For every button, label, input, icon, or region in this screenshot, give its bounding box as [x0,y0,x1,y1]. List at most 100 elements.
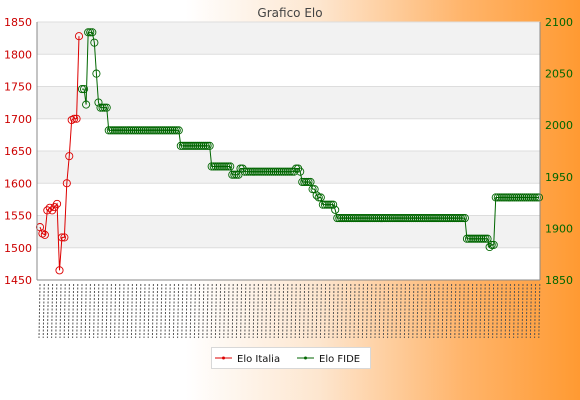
x-tick-label-mark [366,283,369,339]
data-point [263,167,272,176]
x-tick-label-mark [130,283,133,339]
data-point [43,206,52,215]
data-point [473,234,482,243]
x-tick-label-mark [206,283,209,339]
data-point [271,167,280,176]
x-tick-label-mark [374,283,377,339]
data-point [429,214,439,223]
x-tick-label-mark [101,283,104,339]
x-tick-label-mark [219,283,222,339]
x-tick-label-mark [185,283,188,339]
data-point [100,103,109,112]
x-tick-label-mark [500,283,503,339]
data-point [133,126,142,135]
data-point [191,141,200,150]
data-point [74,32,84,41]
data-point [298,177,307,187]
data-point [94,98,103,107]
x-tick-label-mark [332,283,335,339]
x-tick-label-mark [105,283,108,339]
x-tick-label-mark [80,283,83,339]
x-tick-label-mark [517,283,520,339]
x-tick-label-mark [324,283,327,339]
data-point [119,126,128,135]
x-tick-label-mark [303,283,306,339]
x-tick-label-mark [357,283,360,339]
x-tick-label-mark [345,283,348,339]
data-point [77,85,87,94]
data-point [164,126,173,135]
data-point [522,193,531,202]
data-point [296,167,305,176]
data-point [72,114,81,123]
x-tick-label-mark [198,283,201,339]
chart-title: Grafico Elo [257,6,322,20]
data-point [401,214,410,223]
data-point [366,214,375,223]
data-point [477,234,486,243]
data-point [269,167,278,176]
data-point [222,162,231,171]
x-tick-label-mark [151,283,154,339]
x-tick-label-mark [231,283,234,339]
data-point [57,233,66,242]
x-tick-label-mark [408,283,411,339]
x-tick-label-mark [282,283,285,339]
data-point [530,193,539,202]
data-point [314,193,323,202]
data-point [199,141,208,150]
data-point [339,214,348,223]
data-point [112,126,122,135]
x-tick-label-mark [269,283,272,339]
y-right-tick-label: 2000 [545,119,573,132]
data-point [497,193,506,202]
data-point [421,214,430,223]
data-point [532,193,541,202]
x-tick-label-mark [210,283,213,339]
y-left-tick-label: 1850 [4,16,32,29]
data-point [240,167,249,176]
x-tick-label-mark [126,283,129,339]
data-point [230,170,239,179]
legend-label-italia: Elo Italia [237,354,280,365]
data-point [316,193,325,202]
data-point [310,185,319,194]
data-point [355,214,364,223]
data-point [207,162,216,171]
data-point [152,126,161,135]
data-point [215,162,224,171]
data-point [524,193,533,202]
data-point [469,234,478,243]
data-point [485,242,494,252]
x-tick-label-mark [139,283,142,339]
data-point [265,167,274,176]
x-tick-label-mark [433,283,436,339]
data-point [409,214,418,223]
data-point [277,167,286,176]
data-point [108,126,117,135]
x-tick-label-mark [479,283,482,339]
series-elo-italia [35,32,84,275]
data-point [331,205,340,214]
x-tick-label-mark [294,283,297,339]
data-point [347,214,356,223]
data-point [534,193,544,202]
data-point [508,193,517,202]
data-point [62,179,71,188]
x-tick-label-mark [319,283,322,339]
x-tick-label-mark [88,283,91,339]
data-point [399,214,408,223]
x-tick-label-mark [466,283,469,339]
x-tick-label-mark [496,283,499,339]
data-point [82,100,91,109]
data-point [487,240,496,249]
x-tick-label-mark [298,283,301,339]
data-point [502,193,511,202]
data-point [115,126,124,135]
data-point [149,126,159,135]
data-point [359,214,369,223]
data-point [147,126,157,135]
data-point [411,214,420,223]
x-tick-label-mark [395,283,398,339]
y-right-tick-label: 1900 [545,222,573,235]
